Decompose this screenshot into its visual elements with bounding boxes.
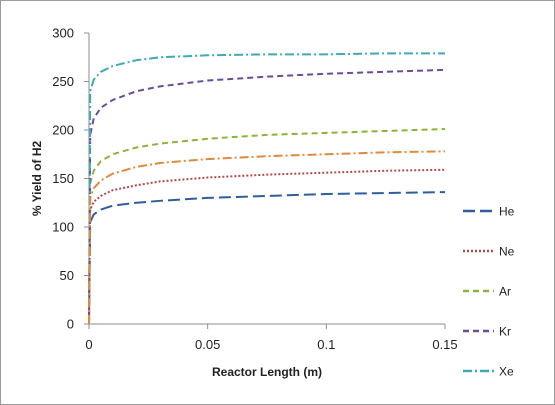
series-line-xe	[88, 52, 445, 325]
legend-label-kr: Kr	[499, 325, 511, 339]
series-line-ar	[88, 128, 446, 325]
legend: HeNeArKrXeN2	[463, 205, 515, 405]
series-line-ne	[88, 168, 446, 325]
y-axis-title: % Yield of H2	[30, 141, 44, 217]
axes	[88, 33, 445, 325]
series-lines	[88, 52, 446, 325]
y-tick-label: 50	[60, 268, 74, 283]
legend-label-he: He	[499, 205, 515, 219]
y-tick-label: 0	[67, 317, 74, 332]
y-tick-label: 200	[52, 123, 74, 138]
x-tick-label: 0	[85, 337, 92, 352]
x-tick-label: 0.15	[432, 337, 457, 352]
x-tick-label: 0.1	[317, 337, 335, 352]
y-ticks: 0 50 100 150 200 250 300	[52, 26, 89, 332]
y-tick-label: 100	[52, 220, 74, 235]
y-tick-label: 150	[52, 171, 74, 186]
series-line-he	[88, 191, 446, 325]
series-line-kr	[88, 68, 446, 325]
series-line-n2	[88, 150, 446, 325]
x-tick-label: 0.05	[195, 337, 220, 352]
x-ticks: 0 0.05 0.1 0.15	[85, 324, 458, 352]
legend-label-ar: Ar	[499, 285, 511, 299]
legend-label-xe: Xe	[499, 365, 514, 379]
legend-label-ne: Ne	[499, 245, 515, 259]
y-tick-label: 300	[52, 26, 74, 41]
x-axis-title: Reactor Length (m)	[212, 365, 322, 379]
y-tick-label: 250	[52, 74, 74, 89]
